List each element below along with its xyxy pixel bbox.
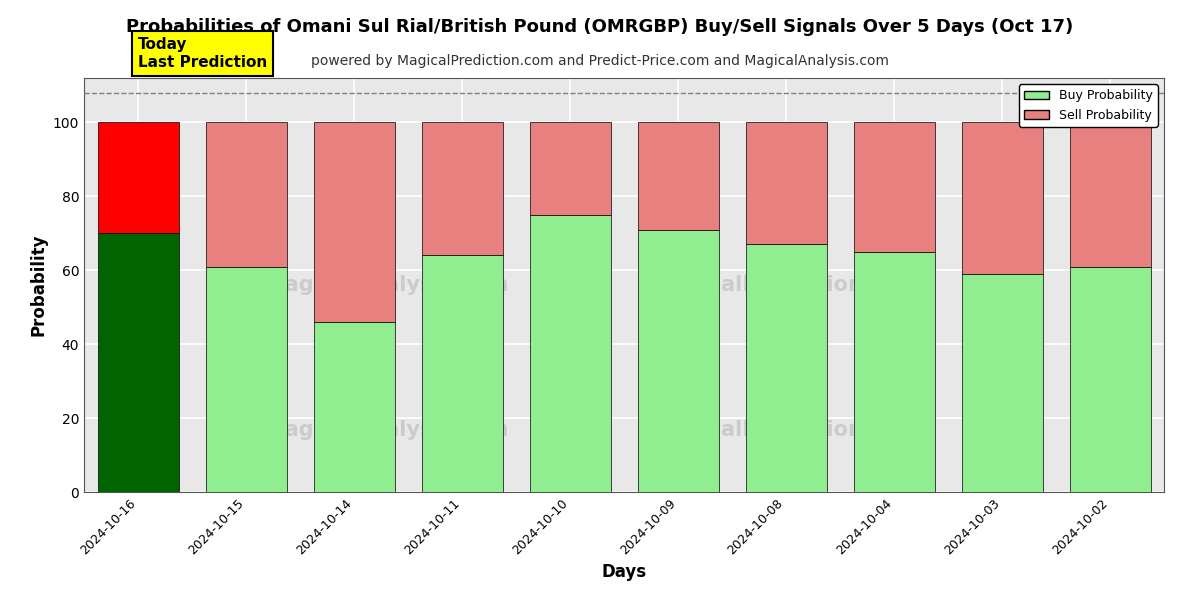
- Bar: [313, 322, 395, 492]
- Bar: [529, 122, 611, 215]
- Text: Probabilities of Omani Sul Rial/British Pound (OMRGBP) Buy/Sell Signals Over 5 D: Probabilities of Omani Sul Rial/British …: [126, 18, 1074, 36]
- Bar: [421, 256, 503, 492]
- Text: MagicalPrediction.com: MagicalPrediction.com: [653, 420, 919, 440]
- Y-axis label: Probability: Probability: [29, 234, 47, 336]
- Bar: [205, 122, 287, 266]
- Bar: [745, 244, 827, 492]
- Bar: [421, 122, 503, 256]
- Bar: [97, 122, 179, 233]
- X-axis label: Days: Days: [601, 563, 647, 581]
- Legend: Buy Probability, Sell Probability: Buy Probability, Sell Probability: [1019, 84, 1158, 127]
- Text: Today
Last Prediction: Today Last Prediction: [138, 37, 268, 70]
- Bar: [1069, 266, 1151, 492]
- Bar: [637, 122, 719, 230]
- Bar: [637, 230, 719, 492]
- Text: MagicalPrediction.com: MagicalPrediction.com: [653, 275, 919, 295]
- Bar: [961, 122, 1043, 274]
- Bar: [97, 233, 179, 492]
- Bar: [961, 274, 1043, 492]
- Bar: [313, 122, 395, 322]
- Bar: [529, 215, 611, 492]
- Bar: [205, 266, 287, 492]
- Bar: [1069, 122, 1151, 266]
- Text: MagicalAnalysis.com: MagicalAnalysis.com: [264, 420, 509, 440]
- Bar: [853, 122, 935, 252]
- Text: MagicalAnalysis.com: MagicalAnalysis.com: [264, 275, 509, 295]
- Bar: [853, 252, 935, 492]
- Bar: [745, 122, 827, 244]
- Text: powered by MagicalPrediction.com and Predict-Price.com and MagicalAnalysis.com: powered by MagicalPrediction.com and Pre…: [311, 54, 889, 68]
